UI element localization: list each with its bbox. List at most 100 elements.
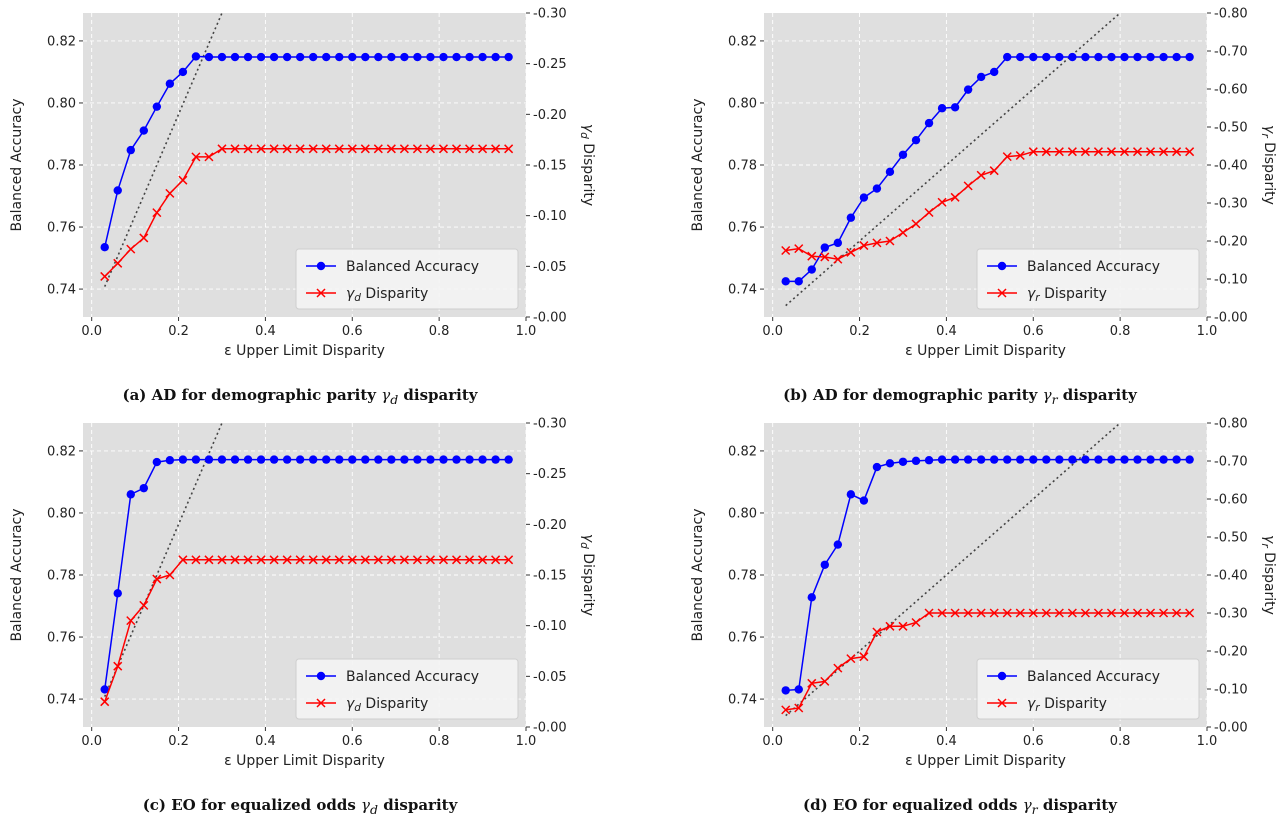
accuracy-point <box>794 685 803 694</box>
legend-label: γr Disparity <box>1027 286 1107 304</box>
disparity-point <box>308 555 318 565</box>
disparity-point <box>113 258 123 268</box>
legend-box <box>976 248 1200 310</box>
disparity-point <box>230 555 240 565</box>
disparity-point <box>794 703 804 713</box>
y2-tick-label: -0.30 <box>533 417 567 432</box>
y2-axis-label: γr Disparity <box>1259 125 1277 205</box>
disparity-point <box>152 208 162 218</box>
accuracy-point <box>1185 52 1194 62</box>
accuracy-point <box>963 85 973 94</box>
y2-tick-label: -0.60 <box>1214 493 1248 508</box>
disparity-point <box>1041 608 1051 618</box>
disparity-point <box>1132 147 1143 157</box>
disparity-point <box>976 170 986 180</box>
legend-box <box>976 658 1200 720</box>
accuracy-point <box>976 72 986 82</box>
caption-d: (d) EO for equalized odds γr disparity <box>803 796 1117 817</box>
disparity-point <box>846 654 856 664</box>
disparity-point <box>438 144 449 154</box>
disparity-point <box>1159 147 1169 157</box>
accuracy-point <box>1029 455 1038 464</box>
y2-tick-label: -0.15 <box>533 569 567 584</box>
accuracy-point <box>1055 455 1064 464</box>
accuracy-point <box>439 52 448 62</box>
disparity-point <box>347 555 357 565</box>
accuracy-point <box>348 455 357 464</box>
disparity-point <box>859 652 869 662</box>
disparity-point <box>937 608 947 618</box>
disparity-point <box>807 251 817 261</box>
disparity-point <box>989 166 999 176</box>
disparity-point <box>100 271 110 281</box>
disparity-point <box>1080 608 1090 618</box>
disparity-point <box>1185 147 1195 157</box>
disparity-point <box>478 555 488 565</box>
accuracy-point <box>820 243 830 252</box>
disparity-point <box>399 144 409 154</box>
y-tick-label: 0.78 <box>47 569 76 584</box>
accuracy-point <box>139 483 149 493</box>
accuracy-point <box>846 490 856 499</box>
disparity-point <box>885 236 895 246</box>
legend-marker <box>997 698 1007 708</box>
disparity-point <box>191 152 201 162</box>
y2-tick-label: -0.15 <box>533 159 567 174</box>
accuracy-point <box>308 455 318 464</box>
accuracy-point <box>885 459 895 468</box>
disparity-point <box>924 608 934 618</box>
y2-tick-label: -0.30 <box>533 7 567 22</box>
accuracy-point <box>1094 52 1103 62</box>
accuracy-point <box>1120 455 1129 464</box>
disparity-point <box>478 144 488 154</box>
accuracy-point <box>924 118 934 128</box>
accuracy-point <box>989 67 999 77</box>
disparity-point <box>243 144 253 154</box>
x-tick-label: 0.8 <box>1110 324 1131 339</box>
legend-marker <box>997 261 1007 271</box>
disparity-point <box>412 144 422 154</box>
accuracy-point <box>374 455 383 464</box>
x-tick-label: 0.4 <box>255 324 276 339</box>
disparity-point <box>334 144 344 154</box>
disparity-point <box>308 144 318 154</box>
accuracy-point <box>1107 52 1116 62</box>
accuracy-point <box>178 455 188 464</box>
disparity-point <box>295 144 305 154</box>
disparity-point <box>256 144 266 154</box>
accuracy-point <box>911 456 921 466</box>
disparity-point <box>113 661 123 671</box>
y-tick-label: 0.76 <box>47 631 76 646</box>
y2-tick-label: -0.70 <box>1214 45 1248 60</box>
accuracy-point <box>1146 455 1155 464</box>
y-tick-label: 0.76 <box>728 221 757 236</box>
accuracy-point <box>1003 52 1012 62</box>
disparity-point <box>950 608 960 618</box>
disparity-point <box>321 144 331 154</box>
y-tick-label: 0.80 <box>47 506 76 521</box>
disparity-point <box>399 555 409 565</box>
y-axis-label: Balanced Accuracy <box>9 508 25 641</box>
legend-marker <box>316 288 326 298</box>
y2-tick-label: -0.80 <box>1214 7 1248 22</box>
legend-label: γd Disparity <box>346 286 428 304</box>
accuracy-point <box>950 103 960 112</box>
accuracy-point <box>100 685 109 694</box>
disparity-point <box>217 144 227 154</box>
disparity-point <box>451 555 462 565</box>
disparity-point <box>976 608 986 618</box>
disparity-point <box>937 197 947 207</box>
disparity-point <box>963 181 973 191</box>
accuracy-point <box>243 52 253 62</box>
accuracy-point <box>361 455 370 464</box>
accuracy-point <box>833 540 843 549</box>
y2-tick-label: -0.10 <box>533 209 567 224</box>
chart-panel-d: 0.0 0.2 0.4 0.6 0.8 1.0 0.74 0.76 0.78 0.80 0.82 -0… <box>690 417 1277 770</box>
disparity-point <box>230 144 240 154</box>
disparity-point <box>924 207 934 218</box>
x-axis-label: ε Upper Limit Disparity <box>905 753 1066 769</box>
y2-tick-label: -0.20 <box>1214 645 1248 660</box>
disparity-point <box>1002 608 1012 618</box>
disparity-point <box>1146 608 1156 618</box>
accuracy-point <box>504 455 513 464</box>
